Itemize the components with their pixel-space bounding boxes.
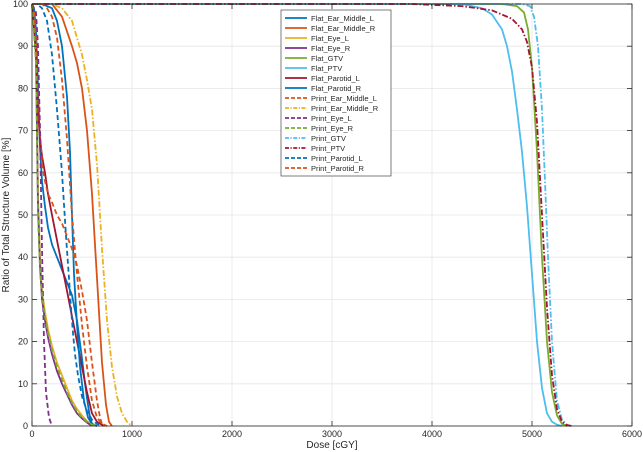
x-tick-label: 4000 — [422, 429, 442, 439]
legend-entry: Print_Eye_L — [311, 114, 352, 123]
legend-entry: Flat_GTV — [311, 54, 343, 63]
y-tick-label: 0 — [23, 421, 28, 431]
x-tick-label: 0 — [29, 429, 34, 439]
x-axis-label: Dose [cGY] — [306, 440, 357, 451]
y-tick-label: 90 — [18, 41, 28, 51]
x-tick-label: 1000 — [122, 429, 142, 439]
legend-entry: Print_Ear_Middle_L — [311, 94, 377, 103]
x-tick-label: 3000 — [322, 429, 342, 439]
y-tick-label: 70 — [18, 126, 28, 136]
axis-ticks: 0 1000 2000 3000 4000 5000 6000 0 10 20 30 40 50 60 70… — [13, 0, 642, 439]
series-line-flat-ptv — [32, 3, 563, 427]
legend-entry: Print_PTV — [311, 144, 345, 153]
legend-entry: Flat_Eye_R — [311, 44, 351, 53]
y-tick-label: 10 — [18, 379, 28, 389]
legend-entry: Flat_Ear_Middle_R — [311, 24, 376, 33]
legend-entry: Print_Parotid_R — [311, 164, 365, 173]
y-tick-label: 50 — [18, 210, 28, 220]
legend-entry: Flat_PTV — [311, 64, 342, 73]
y-tick-label: 30 — [18, 294, 28, 304]
series-line-print-ptv — [32, 3, 573, 427]
series-line-print-parotid-r — [32, 3, 108, 427]
x-tick-label: 5000 — [522, 429, 542, 439]
legend-entry: Print_GTV — [311, 134, 346, 143]
legend-entry: Flat_Ear_Middle_L — [311, 14, 374, 23]
series-layer — [31, 3, 573, 427]
series-line-print-parotid-l — [32, 3, 103, 427]
y-tick-label: 60 — [18, 168, 28, 178]
legend-entry: Flat_Parotid_L — [311, 74, 360, 83]
legend-entry: Print_Eye_R — [311, 124, 354, 133]
x-tick-label: 6000 — [622, 429, 642, 439]
y-tick-label: 100 — [13, 0, 28, 9]
legend: Flat_Ear_Middle_LFlat_Ear_Middle_RFlat_E… — [280, 9, 392, 177]
y-tick-label: 40 — [18, 252, 28, 262]
series-line-flat-parotid-r — [32, 3, 98, 427]
series-line-print-eye-l — [31, 3, 53, 427]
x-tick-label: 2000 — [222, 429, 242, 439]
legend-entry: Print_Parotid_L — [311, 154, 363, 163]
y-axis-label: Ratio of Total Structure Volume [%] — [1, 137, 12, 292]
y-tick-label: 80 — [18, 83, 28, 93]
series-line-flat-ear-middle-r — [32, 3, 113, 427]
series-line-flat-gtv — [32, 3, 568, 427]
legend-entry: Flat_Parotid_R — [311, 84, 362, 93]
series-line-print-eye-r — [31, 3, 98, 427]
y-tick-label: 20 — [18, 337, 28, 347]
legend-entry: Flat_Eye_L — [311, 34, 349, 43]
series-line-print-ear-middle-r — [32, 3, 133, 427]
legend-entry: Print_Ear_Middle_R — [311, 104, 379, 113]
